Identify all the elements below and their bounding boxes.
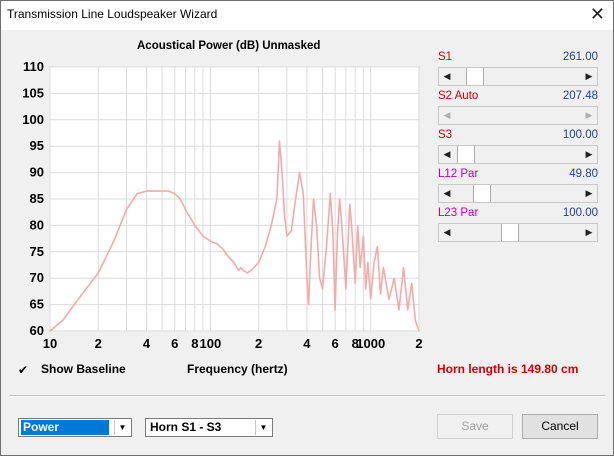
arrow-right-icon[interactable]: ▶ <box>585 149 593 159</box>
show-baseline-checkbox[interactable]: ✔ <box>18 363 29 377</box>
y-tick-label: 90 <box>30 165 44 180</box>
chevron-down-icon[interactable]: ▼ <box>114 420 130 435</box>
window-title: Transmission Line Loudspeaker Wizard <box>7 7 218 21</box>
y-tick-label: 105 <box>22 85 44 100</box>
x-tick-label: 8 <box>191 336 198 351</box>
slider-track[interactable]: ◀ ▶ <box>438 106 598 125</box>
arrow-left-icon[interactable]: ◀ <box>443 110 451 120</box>
show-baseline-label[interactable]: Show Baseline <box>41 362 126 376</box>
y-tick-label: 75 <box>30 244 44 259</box>
separator <box>9 395 605 397</box>
slider-value: 207.48 <box>562 90 598 102</box>
slider-thumb[interactable] <box>457 146 476 163</box>
arrow-right-icon[interactable]: ▶ <box>585 110 593 120</box>
slider-label: S3 <box>438 129 453 141</box>
x-tick-label: 6 <box>171 336 178 351</box>
chevron-down-icon[interactable]: ▼ <box>255 420 271 435</box>
arrow-left-icon[interactable]: ◀ <box>443 227 451 237</box>
slider-label: S1 <box>438 51 453 63</box>
x-tick-label: 2 <box>255 336 262 351</box>
slider-track[interactable]: ◀ ▶ <box>438 145 598 164</box>
horn-length-message: Horn length is 149.80 cm <box>437 362 579 376</box>
mode-select-value: Power <box>21 420 109 435</box>
slider-label: L23 Par <box>438 207 479 219</box>
x-tick-label: 8 <box>352 336 359 351</box>
horn-select-value: Horn S1 - S3 <box>150 420 222 434</box>
slider-label: L12 Par <box>438 168 479 180</box>
arrow-left-icon[interactable]: ◀ <box>443 71 451 81</box>
save-button[interactable]: Save <box>437 414 513 439</box>
slider-track[interactable]: ◀ ▶ <box>438 67 598 86</box>
y-tick-label: 80 <box>30 217 44 232</box>
y-tick-label: 110 <box>23 59 44 74</box>
close-icon[interactable]: ✕ <box>589 4 605 24</box>
chart-title: Acoustical Power (dB) Unmasked <box>137 40 321 52</box>
slider-value: 100.00 <box>562 207 598 219</box>
y-tick-label: 95 <box>30 138 44 153</box>
x-tick-label: 2 <box>95 336 102 351</box>
x-tick-label: 4 <box>143 336 151 351</box>
slider-value: 49.80 <box>569 168 598 180</box>
arrow-right-icon[interactable]: ▶ <box>585 71 593 81</box>
arrow-left-icon[interactable]: ◀ <box>443 149 451 159</box>
mode-select[interactable]: Power ▼ <box>18 418 132 437</box>
y-tick-label: 85 <box>30 191 44 206</box>
arrow-left-icon[interactable]: ◀ <box>443 188 451 198</box>
y-tick-label: 60 <box>30 323 44 338</box>
slider-value: 261.00 <box>562 51 598 63</box>
title-bar: Transmission Line Loudspeaker Wizard ✕ <box>1 1 613 30</box>
horn-select[interactable]: Horn S1 - S3 ▼ <box>145 418 273 437</box>
x-tick-label: 4 <box>303 336 311 351</box>
arrow-right-icon[interactable]: ▶ <box>585 188 593 198</box>
x-tick-label: 2 <box>415 336 422 351</box>
slider-value: 100.00 <box>562 129 598 141</box>
slider-thumb[interactable] <box>473 185 492 202</box>
slider-thumb[interactable] <box>465 68 484 85</box>
x-tick-label: 1000 <box>356 336 385 351</box>
cancel-button[interactable]: Cancel <box>522 414 598 439</box>
slider-track[interactable]: ◀ ▶ <box>438 223 598 242</box>
slider-thumb[interactable] <box>501 224 520 241</box>
slider-label: S2 Auto <box>438 90 479 102</box>
series-line <box>49 140 420 332</box>
x-tick-label: 100 <box>200 336 222 351</box>
slider-track[interactable]: ◀ ▶ <box>438 184 598 203</box>
x-tick-label: 6 <box>332 336 339 351</box>
arrow-right-icon[interactable]: ▶ <box>585 227 593 237</box>
x-axis-title: Frequency (hertz) <box>187 362 288 376</box>
x-tick-label: 10 <box>43 336 57 351</box>
y-tick-label: 70 <box>30 270 44 285</box>
y-tick-label: 65 <box>30 297 44 312</box>
y-tick-label: 100 <box>22 112 44 127</box>
